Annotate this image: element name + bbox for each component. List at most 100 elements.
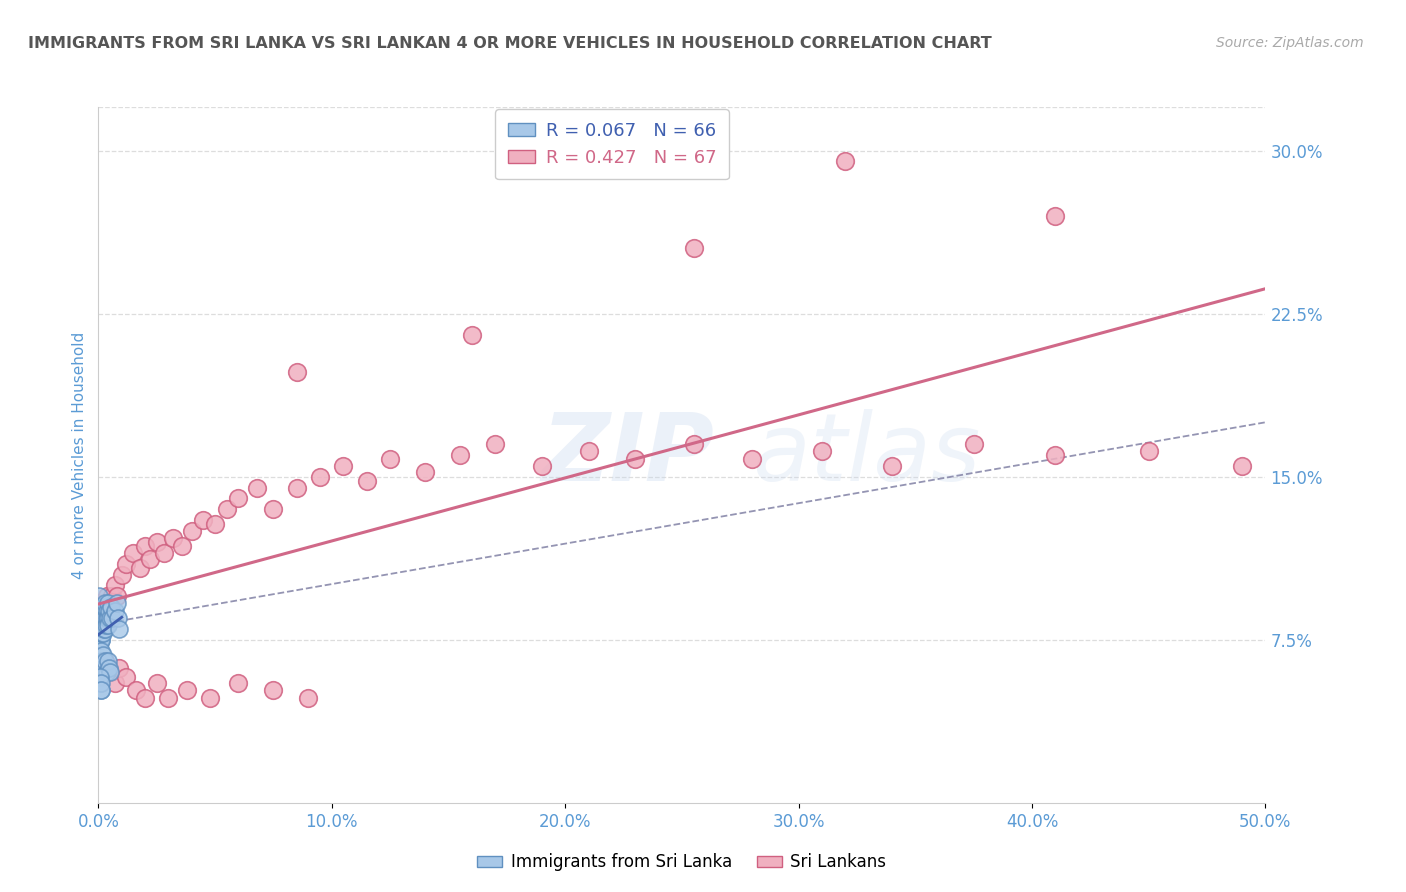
Point bbox=[89, 622, 111, 636]
Point bbox=[94, 655, 117, 669]
Point bbox=[1045, 448, 1067, 462]
Point bbox=[91, 611, 114, 625]
Point bbox=[90, 617, 112, 632]
Point bbox=[449, 448, 471, 462]
Point bbox=[162, 531, 184, 545]
Point bbox=[93, 617, 115, 632]
Point bbox=[741, 452, 763, 467]
Point bbox=[87, 611, 110, 625]
Y-axis label: 4 or more Vehicles in Household: 4 or more Vehicles in Household bbox=[72, 331, 87, 579]
Point bbox=[98, 600, 121, 615]
Point bbox=[262, 502, 284, 516]
Point bbox=[104, 578, 127, 592]
Point bbox=[682, 437, 704, 451]
Point bbox=[90, 682, 112, 697]
Point bbox=[100, 600, 122, 615]
Point bbox=[297, 691, 319, 706]
Point bbox=[93, 600, 115, 615]
Point bbox=[332, 458, 354, 473]
Point bbox=[90, 655, 112, 669]
Point bbox=[115, 557, 138, 571]
Point bbox=[89, 589, 111, 603]
Point bbox=[96, 589, 118, 603]
Point bbox=[246, 481, 269, 495]
Point bbox=[285, 365, 308, 379]
Point bbox=[89, 596, 111, 610]
Legend: Immigrants from Sri Lanka, Sri Lankans: Immigrants from Sri Lanka, Sri Lankans bbox=[471, 847, 893, 878]
Point bbox=[146, 676, 169, 690]
Point bbox=[90, 617, 112, 632]
Point bbox=[91, 605, 114, 619]
Point bbox=[93, 622, 115, 636]
Point bbox=[104, 605, 127, 619]
Point bbox=[285, 481, 308, 495]
Point bbox=[262, 682, 284, 697]
Text: IMMIGRANTS FROM SRI LANKA VS SRI LANKAN 4 OR MORE VEHICLES IN HOUSEHOLD CORRELAT: IMMIGRANTS FROM SRI LANKA VS SRI LANKAN … bbox=[28, 36, 991, 51]
Point bbox=[93, 661, 115, 675]
Point bbox=[97, 655, 120, 669]
Point bbox=[89, 600, 111, 615]
Point bbox=[89, 611, 111, 625]
Point bbox=[90, 622, 112, 636]
Point bbox=[172, 539, 194, 553]
Point bbox=[89, 611, 111, 625]
Point bbox=[90, 611, 112, 625]
Point bbox=[96, 665, 118, 680]
Point bbox=[96, 605, 118, 619]
Point bbox=[1137, 443, 1160, 458]
Point bbox=[356, 474, 378, 488]
Point bbox=[91, 611, 114, 625]
Point bbox=[89, 600, 111, 615]
Point bbox=[962, 437, 984, 451]
Point bbox=[90, 605, 112, 619]
Point bbox=[94, 655, 117, 669]
Point bbox=[90, 632, 112, 647]
Point bbox=[90, 622, 112, 636]
Point bbox=[94, 617, 117, 632]
Point bbox=[157, 691, 180, 706]
Point bbox=[89, 670, 111, 684]
Point bbox=[93, 605, 115, 619]
Point bbox=[94, 611, 117, 625]
Point bbox=[90, 605, 112, 619]
Point bbox=[96, 611, 118, 625]
Point bbox=[1045, 209, 1067, 223]
Point bbox=[105, 596, 128, 610]
Point bbox=[87, 600, 110, 615]
Point bbox=[91, 611, 114, 625]
Point bbox=[228, 491, 250, 506]
Point bbox=[87, 611, 110, 625]
Point bbox=[94, 617, 117, 632]
Point bbox=[204, 517, 226, 532]
Point bbox=[90, 617, 112, 632]
Point bbox=[97, 596, 120, 610]
Point bbox=[90, 626, 112, 640]
Point bbox=[122, 546, 145, 560]
Point bbox=[578, 443, 600, 458]
Point bbox=[624, 452, 647, 467]
Point bbox=[97, 661, 120, 675]
Point bbox=[89, 600, 111, 615]
Point bbox=[107, 611, 129, 625]
Point bbox=[89, 632, 111, 647]
Point bbox=[89, 632, 111, 647]
Point bbox=[125, 682, 148, 697]
Point bbox=[101, 589, 124, 603]
Point bbox=[98, 605, 121, 619]
Point bbox=[89, 611, 111, 625]
Point bbox=[91, 617, 114, 632]
Point bbox=[91, 648, 114, 662]
Point bbox=[93, 600, 115, 615]
Point bbox=[834, 154, 856, 169]
Point bbox=[193, 513, 215, 527]
Point bbox=[111, 567, 134, 582]
Text: atlas: atlas bbox=[752, 409, 980, 500]
Point bbox=[461, 328, 484, 343]
Point bbox=[97, 617, 120, 632]
Point bbox=[97, 605, 120, 619]
Point bbox=[98, 665, 121, 680]
Point bbox=[176, 682, 198, 697]
Point bbox=[105, 589, 128, 603]
Point bbox=[228, 676, 250, 690]
Point bbox=[97, 611, 120, 625]
